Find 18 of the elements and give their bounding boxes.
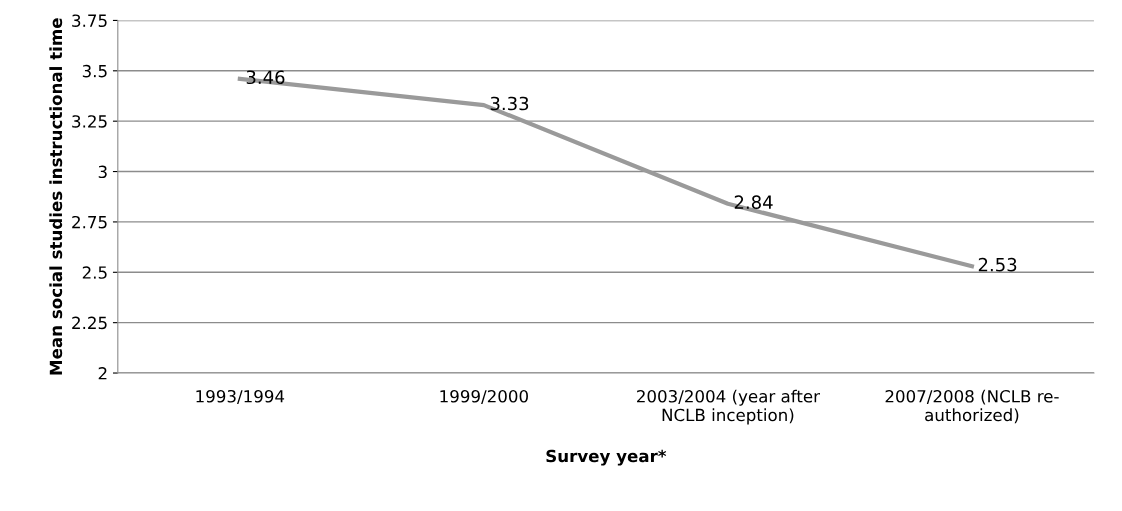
- x-tick-label: 2003/2004 (year after NCLB inception): [637, 389, 820, 425]
- y-tick-label: 2: [98, 366, 107, 380]
- y-tick-label: 3.75: [72, 14, 107, 28]
- data-label: 2.84: [734, 195, 773, 210]
- x-tick-label: 2007/2008 (NCLB re- authorized): [885, 389, 1059, 424]
- y-tick-label: 3: [98, 165, 107, 179]
- data-label: 3.46: [246, 70, 285, 85]
- y-tick-label: 3.5: [82, 64, 107, 78]
- y-axis-title: Mean social studies instructional time: [49, 18, 63, 375]
- y-tick-label: 3.25: [72, 115, 107, 128]
- y-tick-label: 2.25: [72, 316, 107, 330]
- data-label: 2.53: [978, 257, 1017, 272]
- x-tick-label: 1999/2000: [440, 389, 528, 404]
- y-tick-label: 2.5: [82, 266, 107, 279]
- y-tick-label: 2.75: [72, 215, 107, 229]
- x-tick-label: 1993/1994: [196, 389, 285, 404]
- x-axis-title: Survey year*: [546, 449, 667, 466]
- data-label: 3.33: [490, 96, 529, 111]
